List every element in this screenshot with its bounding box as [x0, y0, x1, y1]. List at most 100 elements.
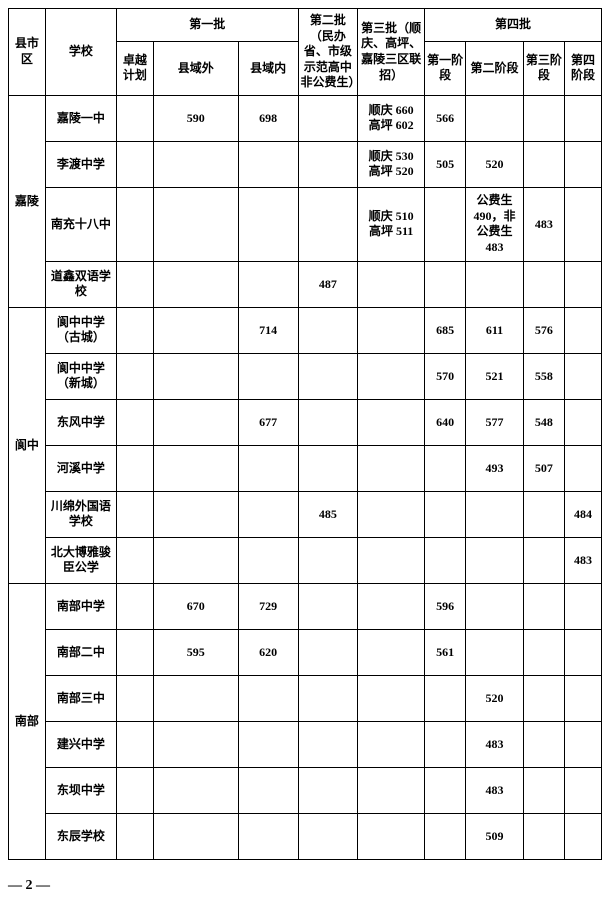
phase3-cell [523, 141, 564, 187]
inside-cell: 677 [238, 399, 298, 445]
batch2-cell [298, 767, 358, 813]
batch2-cell [298, 813, 358, 859]
outside-cell [153, 445, 238, 491]
phase2-cell: 509 [466, 813, 523, 859]
outside-cell: 595 [153, 629, 238, 675]
phase2-cell [466, 583, 523, 629]
phase3-cell [523, 261, 564, 307]
outside-cell [153, 399, 238, 445]
inside-cell [238, 445, 298, 491]
plan-cell [117, 187, 154, 261]
district-cell: 阆中 [9, 307, 46, 583]
phase3-cell: 558 [523, 353, 564, 399]
school-cell: 建兴中学 [45, 721, 116, 767]
phase1-cell: 566 [424, 95, 465, 141]
phase2-cell: 520 [466, 675, 523, 721]
batch3-cell [358, 583, 425, 629]
outside-cell [153, 721, 238, 767]
phase3-cell [523, 675, 564, 721]
phase3-cell [523, 537, 564, 583]
phase1-cell: 685 [424, 307, 465, 353]
phase2-cell: 521 [466, 353, 523, 399]
phase4-cell [565, 399, 602, 445]
batch3-cell [358, 537, 425, 583]
batch2-cell [298, 95, 358, 141]
inside-cell [238, 261, 298, 307]
table-row: 东风中学677640577548 [9, 399, 602, 445]
header-batch4: 第四批 [424, 9, 601, 42]
plan-cell [117, 95, 154, 141]
phase2-cell: 577 [466, 399, 523, 445]
school-cell: 北大博雅骏臣公学 [45, 537, 116, 583]
plan-cell [117, 307, 154, 353]
phase2-cell: 520 [466, 141, 523, 187]
phase3-cell: 483 [523, 187, 564, 261]
phase4-cell [565, 307, 602, 353]
header-phase2: 第二阶段 [466, 42, 523, 96]
phase2-cell: 483 [466, 767, 523, 813]
phase1-cell [424, 261, 465, 307]
school-cell: 南充十八中 [45, 187, 116, 261]
batch2-cell [298, 187, 358, 261]
table-row: 阆中阆中中学（古城）714685611576 [9, 307, 602, 353]
plan-cell [117, 813, 154, 859]
phase1-cell: 570 [424, 353, 465, 399]
phase3-cell: 576 [523, 307, 564, 353]
table-row: 道鑫双语学校 487 [9, 261, 602, 307]
batch3-cell [358, 721, 425, 767]
header-phase4: 第四阶段 [565, 42, 602, 96]
table-row: 东坝中学 483 [9, 767, 602, 813]
header-district: 县市区 [9, 9, 46, 96]
outside-cell [153, 307, 238, 353]
phase3-cell: 548 [523, 399, 564, 445]
outside-cell: 670 [153, 583, 238, 629]
school-cell: 南部中学 [45, 583, 116, 629]
phase4-cell [565, 721, 602, 767]
plan-cell [117, 767, 154, 813]
batch2-cell [298, 537, 358, 583]
phase3-cell [523, 583, 564, 629]
phase4-cell [565, 813, 602, 859]
phase1-cell: 505 [424, 141, 465, 187]
table-row: 阆中中学（新城）570521558 [9, 353, 602, 399]
phase2-cell [466, 261, 523, 307]
batch2-cell [298, 629, 358, 675]
inside-cell [238, 141, 298, 187]
phase4-cell [565, 187, 602, 261]
phase1-cell [424, 721, 465, 767]
school-cell: 阆中中学（古城） [45, 307, 116, 353]
phase4-cell: 483 [565, 537, 602, 583]
phase4-cell [565, 583, 602, 629]
phase2-cell: 493 [466, 445, 523, 491]
batch2-cell [298, 399, 358, 445]
phase4-cell [565, 445, 602, 491]
inside-cell [238, 353, 298, 399]
outside-cell [153, 491, 238, 537]
batch3-cell: 顺庆 510高坪 511 [358, 187, 425, 261]
batch2-cell [298, 445, 358, 491]
phase4-cell [565, 629, 602, 675]
batch2-cell [298, 353, 358, 399]
school-cell: 嘉陵一中 [45, 95, 116, 141]
header-phase3: 第三阶段 [523, 42, 564, 96]
inside-cell: 620 [238, 629, 298, 675]
inside-cell: 714 [238, 307, 298, 353]
batch3-cell [358, 629, 425, 675]
inside-cell [238, 767, 298, 813]
score-table: 县市区 学校 第一批 第二批（民办省、市级示范高中非公费生） 第三批（顺庆、高坪… [8, 8, 602, 860]
batch2-cell: 487 [298, 261, 358, 307]
page-number: — 2 — [8, 878, 602, 894]
header-outside: 县域外 [153, 42, 238, 96]
batch2-cell [298, 307, 358, 353]
phase1-cell [424, 537, 465, 583]
inside-cell: 698 [238, 95, 298, 141]
table-row: 嘉陵嘉陵一中590698顺庆 660高坪 602566 [9, 95, 602, 141]
inside-cell [238, 187, 298, 261]
table-row: 南部二中595620561 [9, 629, 602, 675]
school-cell: 东坝中学 [45, 767, 116, 813]
batch3-cell [358, 675, 425, 721]
inside-cell [238, 813, 298, 859]
school-cell: 道鑫双语学校 [45, 261, 116, 307]
phase1-cell: 596 [424, 583, 465, 629]
inside-cell: 729 [238, 583, 298, 629]
